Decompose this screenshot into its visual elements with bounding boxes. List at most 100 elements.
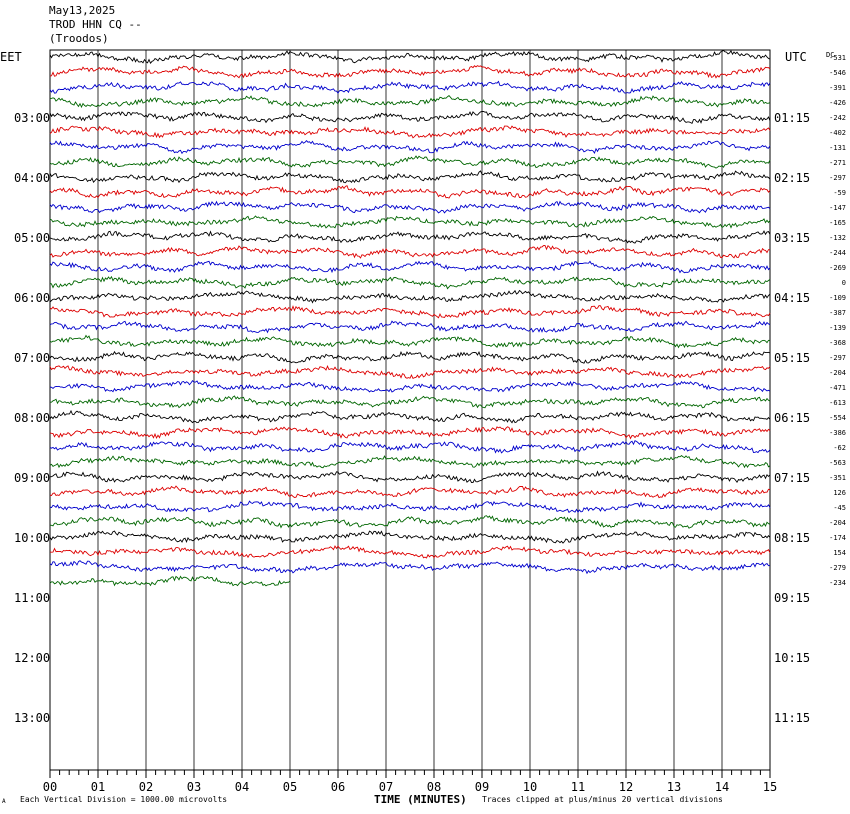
dc-offset-value: -242 <box>829 114 846 122</box>
dc-offset-value: -426 <box>829 99 846 107</box>
dc-offset-value: -59 <box>833 189 846 197</box>
seismic-trace <box>49 560 771 575</box>
dc-offset-value: -386 <box>829 429 846 437</box>
seismic-trace <box>49 305 771 319</box>
dc-offset-value: -563 <box>829 459 846 467</box>
right-hour-label: 03:15 <box>774 231 810 245</box>
x-tick-label: 07 <box>379 780 393 794</box>
left-hour-label: 04:00 <box>14 171 50 185</box>
dc-offset-value: -269 <box>829 264 846 272</box>
dc-offset-value: -531 <box>829 54 846 62</box>
left-hour-label: 12:00 <box>14 651 50 665</box>
right-hour-label: 10:15 <box>774 651 810 665</box>
chart-date: May13,2025 <box>49 4 116 17</box>
seismic-trace <box>49 485 771 499</box>
seismic-trace <box>49 334 771 349</box>
dc-offset-value: 154 <box>833 549 846 557</box>
left-hour-label: 07:00 <box>14 351 50 365</box>
x-tick-label: 01 <box>91 780 105 794</box>
seismic-trace <box>49 440 771 454</box>
seismic-trace <box>49 170 771 184</box>
dc-offset-value: -204 <box>829 519 846 527</box>
seismic-trace <box>49 185 771 199</box>
left-hour-label: 11:00 <box>14 591 50 605</box>
x-tick-label: 14 <box>715 780 729 794</box>
x-tick-label: 09 <box>475 780 489 794</box>
plot-frame <box>49 49 771 771</box>
seismic-trace <box>49 80 771 94</box>
left-hour-label: 05:00 <box>14 231 50 245</box>
seismic-trace <box>49 426 771 440</box>
left-hour-label: 03:00 <box>14 111 50 125</box>
dc-offset-value: -368 <box>829 339 846 347</box>
seismic-trace <box>49 244 771 259</box>
dc-offset-value: -279 <box>829 564 846 572</box>
clipping-note: Traces clipped at plus/minus 20 vertical… <box>482 795 723 804</box>
seismic-trace <box>49 110 771 125</box>
seismic-trace <box>50 395 771 409</box>
right-hour-label: 11:15 <box>774 711 810 725</box>
x-tick-label: 02 <box>139 780 153 794</box>
seismic-trace <box>49 380 771 393</box>
dc-offset-value: -62 <box>833 444 846 452</box>
dc-offset-header: DC <box>826 51 834 59</box>
x-tick-label: 10 <box>523 780 537 794</box>
seismic-trace <box>49 125 771 139</box>
left-hour-label: 06:00 <box>14 291 50 305</box>
right-hour-label: 04:15 <box>774 291 810 305</box>
seismic-trace <box>49 289 771 304</box>
dc-offset-value: -402 <box>829 129 846 137</box>
seismic-trace <box>49 515 771 529</box>
left-timezone-label: EET <box>0 50 22 64</box>
right-hour-label: 09:15 <box>774 591 810 605</box>
station-code: TROD HHN CQ -- <box>49 18 142 31</box>
seismic-trace <box>49 409 771 424</box>
seismic-trace <box>49 65 771 79</box>
seismic-trace <box>49 260 771 274</box>
seismic-trace <box>49 365 771 379</box>
seismic-trace <box>49 140 771 155</box>
minute-gridlines <box>49 49 771 771</box>
dc-offset-value: -297 <box>829 354 846 362</box>
x-tick-label: 11 <box>571 780 585 794</box>
dc-offset-value: -109 <box>829 294 846 302</box>
seismic-trace <box>49 275 771 290</box>
x-tick-label: 05 <box>283 780 297 794</box>
right-hour-label: 07:15 <box>774 471 810 485</box>
dc-offset-value: -297 <box>829 174 846 182</box>
seismic-trace <box>49 320 771 334</box>
right-hour-label: 08:15 <box>774 531 810 545</box>
x-tick-label: 00 <box>43 780 57 794</box>
x-tick-label: 15 <box>763 780 777 794</box>
right-timezone-label: UTC <box>785 50 807 64</box>
dc-offset-value: 126 <box>833 489 846 497</box>
right-hour-label: 01:15 <box>774 111 810 125</box>
seismic-trace <box>49 500 771 514</box>
x-axis-label: TIME (MINUTES) <box>374 793 467 806</box>
dc-offset-value: -45 <box>833 504 846 512</box>
dc-offset-value: -546 <box>829 69 846 77</box>
left-hour-label: 09:00 <box>14 471 50 485</box>
seismic-trace <box>49 350 771 364</box>
vertical-division-note: Each Vertical Division = 1000.00 microvo… <box>20 795 227 804</box>
dc-offset-value: -147 <box>829 204 846 212</box>
dc-offset-value: -391 <box>829 84 846 92</box>
seismic-trace <box>49 215 771 229</box>
seismic-trace <box>49 455 771 469</box>
seismic-trace <box>49 530 771 544</box>
dc-offset-value: -554 <box>829 414 846 422</box>
dc-offset-value: -174 <box>829 534 846 542</box>
seismic-trace <box>49 155 771 169</box>
seismic-trace <box>49 49 771 65</box>
dc-offset-value: -471 <box>829 384 846 392</box>
seismic-trace <box>49 200 771 214</box>
dc-offset-value: -139 <box>829 324 846 332</box>
seismic-trace <box>49 94 771 109</box>
right-hour-label: 05:15 <box>774 351 810 365</box>
dc-offset-value: -387 <box>829 309 846 317</box>
dc-offset-value: -165 <box>829 219 846 227</box>
x-tick-label: 12 <box>619 780 633 794</box>
x-tick-label: 03 <box>187 780 201 794</box>
dc-offset-value: -131 <box>829 144 846 152</box>
